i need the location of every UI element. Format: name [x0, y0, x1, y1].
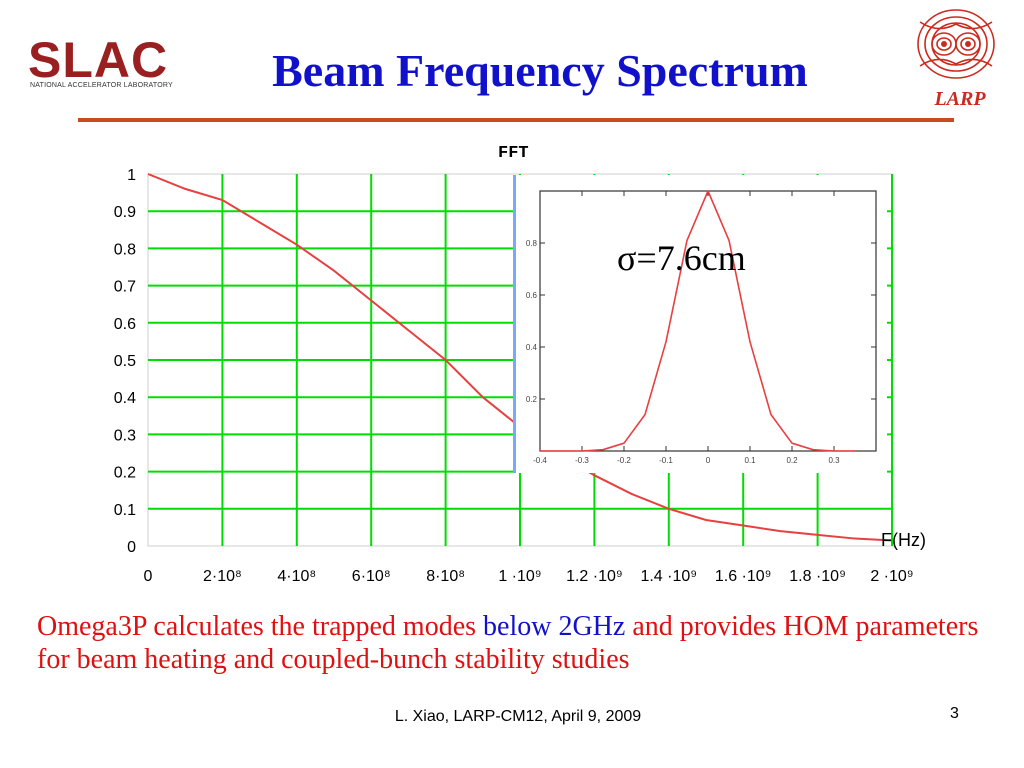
inset-x-tick-label: 0 — [706, 456, 711, 465]
y-tick-label: 0.1 — [114, 502, 136, 519]
larp-logo-text: LARP — [934, 88, 986, 110]
y-tick-label: 0.4 — [114, 390, 136, 407]
x-tick-label: 2 ·10⁹ — [870, 568, 913, 585]
inset-x-tick-label: 0.2 — [786, 456, 798, 465]
inset-gaussian-chart: 0.8 0.6 0.4 0.2 -0.4 -0.3 -0.2 -0.1 0 0.1 0.2 0.3 — [526, 190, 877, 465]
inset-x-tick-label: 0.1 — [744, 456, 756, 465]
y-tick-label: 0.5 — [114, 353, 136, 370]
inset-x-tick-label: 0.3 — [828, 456, 840, 465]
inset-x-tick-label: -0.2 — [617, 456, 631, 465]
y-tick-label: 0.7 — [114, 279, 136, 296]
page-number: 3 — [950, 705, 959, 722]
inset-y-tick-label: 0.2 — [526, 395, 538, 404]
inset-y-tick-label: 0.8 — [526, 239, 538, 248]
inset-x-tick-label: -0.1 — [659, 456, 673, 465]
y-tick-label: 0.9 — [114, 204, 136, 221]
x-tick-label: 1.6 ·10⁹ — [715, 568, 772, 585]
inset-plot-area — [539, 190, 877, 452]
y-tick-label: 1 — [127, 167, 136, 184]
gaussian-curve — [540, 190, 855, 452]
x-tick-label: 6·10⁸ — [352, 568, 391, 585]
body-text: Omega3P calculates the trapped modes bel… — [37, 610, 1017, 676]
y-tick-label: 0.2 — [114, 465, 136, 482]
slac-logo: SLAC NATIONAL ACCELERATOR LABORATORY — [28, 32, 173, 96]
page-title: Beam Frequency Spectrum — [272, 45, 808, 96]
x-tick-label: 1 ·10⁹ — [498, 568, 541, 585]
x-tick-label: 0 — [144, 568, 153, 585]
x-tick-label: 1.4 ·10⁹ — [640, 568, 697, 585]
y-tick-label: 0.3 — [114, 427, 136, 444]
inset-x-tick-label: -0.4 — [533, 456, 547, 465]
larp-logo: LARP — [908, 4, 998, 114]
x-tick-label: 8·10⁸ — [426, 568, 465, 585]
y-tick-label: 0.6 — [114, 316, 136, 333]
body-text-part1: Omega3P calculates the trapped modes — [37, 611, 477, 642]
x-tick-label: 2·10⁸ — [203, 568, 242, 585]
inset-chart-panel: 0.8 0.6 0.4 0.2 -0.4 -0.3 -0.2 -0.1 0 0.1 0.2 0.3 σ… — [513, 175, 887, 473]
chart-title: FFT — [498, 144, 529, 163]
body-text-part2: and provides HOM parameters for beam hea… — [37, 611, 979, 675]
body-text-highlight: below 2GHz — [483, 611, 626, 642]
larp-field-icon — [917, 9, 995, 79]
x-tick-label: 1.2 ·10⁹ — [566, 568, 623, 585]
x-tick-label: 1.8 ·10⁹ — [789, 568, 846, 585]
footer-citation: L. Xiao, LARP-CM12, April 9, 2009 — [394, 708, 642, 725]
inset-y-tick-label: 0.6 — [526, 291, 538, 300]
x-tick-label: 4·10⁸ — [277, 568, 316, 585]
inset-x-tick-label: -0.3 — [575, 456, 589, 465]
header-divider — [78, 118, 954, 122]
slac-logo-wordmark: SLAC — [28, 32, 169, 88]
y-tick-label: 0.8 — [114, 241, 136, 258]
slac-logo-subtitle: NATIONAL ACCELERATOR LABORATORY — [30, 82, 173, 89]
y-tick-label: 0 — [127, 539, 136, 556]
inset-y-tick-label: 0.4 — [526, 343, 538, 352]
sigma-annotation: σ=7.6cm — [617, 238, 746, 278]
x-axis-label: F(Hz) — [881, 530, 926, 550]
